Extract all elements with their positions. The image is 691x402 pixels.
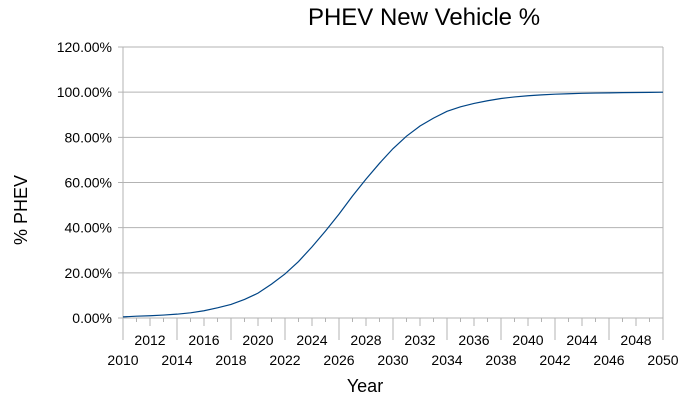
x-tick-label: 2030 (377, 352, 408, 368)
x-tick-label: 2036 (458, 332, 489, 348)
y-tick-label: 100.00% (57, 84, 112, 100)
y-tick-label: 40.00% (65, 220, 112, 236)
y-tick-label: 120.00% (57, 39, 112, 55)
x-tick-label: 2022 (269, 352, 300, 368)
x-tick-label: 2014 (161, 352, 192, 368)
x-tick-label: 2018 (215, 352, 246, 368)
x-tick-label: 2026 (323, 352, 354, 368)
y-tick-label: 80.00% (65, 129, 112, 145)
x-tick-label: 2044 (566, 332, 597, 348)
x-tick-labels: 2010 2012 2014 2016 2018 2020 2022 2024 2026 2028… (107, 332, 678, 368)
axes (122, 47, 664, 340)
y-axis-label: % PHEV (11, 175, 31, 245)
grid-lines (118, 46, 663, 319)
x-tick-label: 2012 (134, 332, 165, 348)
x-tick-label: 2020 (242, 332, 273, 348)
y-tick-label: 20.00% (65, 265, 112, 281)
x-tick-label: 2048 (620, 332, 651, 348)
y-tick-labels: 0.00% 20.00% 40.00% 60.00% 80.00% 100.00% 120.… (57, 39, 112, 326)
x-tick-label: 2024 (296, 332, 327, 348)
x-tick-label: 2042 (539, 352, 570, 368)
chart-title: PHEV New Vehicle % (308, 4, 540, 31)
x-tick-label: 2034 (431, 352, 462, 368)
series-line (122, 91, 664, 318)
x-tick-label: 2016 (188, 332, 219, 348)
y-tick-label: 0.00% (72, 310, 112, 326)
x-tick-label: 2038 (485, 352, 516, 368)
y-tick-label: 60.00% (65, 175, 112, 191)
x-tick-label: 2010 (107, 352, 138, 368)
x-tick-label: 2032 (404, 332, 435, 348)
x-tick-label: 2040 (512, 332, 543, 348)
x-tick-label: 2046 (593, 352, 624, 368)
series-layer (122, 91, 664, 318)
x-tick-label: 2050 (647, 352, 678, 368)
x-axis-label: Year (347, 376, 383, 396)
x-tick-label: 2028 (350, 332, 381, 348)
